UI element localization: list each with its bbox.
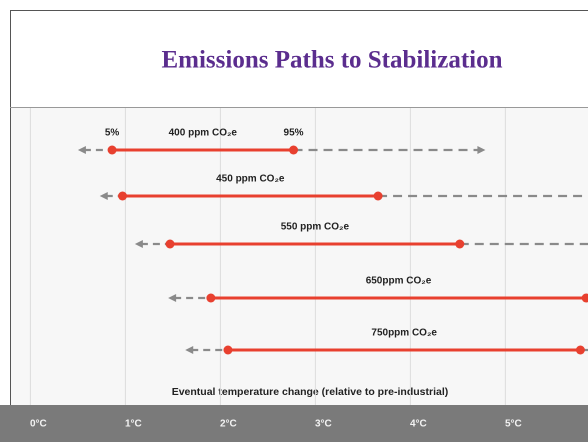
high-dot bbox=[581, 293, 588, 303]
arrow-left bbox=[77, 146, 86, 154]
axis-bar bbox=[0, 405, 588, 442]
x-tick-label: 4°C bbox=[410, 419, 427, 430]
x-tick-label: 1°C bbox=[125, 419, 142, 430]
range-label: 750ppm CO₂e bbox=[371, 328, 437, 339]
x-tick-label: 2°C bbox=[220, 419, 237, 430]
high-dot bbox=[373, 191, 383, 201]
low-dot bbox=[223, 345, 233, 355]
low-dot bbox=[107, 145, 117, 155]
plot-area bbox=[10, 107, 588, 405]
chart-title: Emissions Paths to Stabilization bbox=[161, 47, 502, 74]
range-label: 400 ppm CO₂e bbox=[169, 128, 238, 139]
low-dot bbox=[118, 191, 128, 201]
arrow-left bbox=[134, 240, 143, 248]
x-axis-label: Eventual temperature change (relative to… bbox=[172, 386, 449, 398]
arrow-left bbox=[185, 346, 194, 354]
high-dot bbox=[455, 239, 465, 249]
x-tick-label: 0°C bbox=[30, 419, 47, 430]
arrow-left bbox=[168, 294, 177, 302]
low-dot bbox=[206, 293, 216, 303]
range-label: 550 ppm CO₂e bbox=[281, 222, 350, 233]
high-dot bbox=[289, 145, 299, 155]
range-label: 650ppm CO₂e bbox=[366, 276, 432, 287]
low-dot bbox=[165, 239, 175, 249]
range-label: 450 ppm CO₂e bbox=[216, 174, 285, 185]
high-dot bbox=[575, 345, 585, 355]
arrow-left bbox=[99, 192, 108, 200]
header bbox=[10, 10, 588, 107]
x-tick-label: 3°C bbox=[315, 419, 332, 430]
low-percent: 5% bbox=[105, 128, 120, 139]
arrow-right bbox=[477, 146, 486, 154]
high-percent: 95% bbox=[284, 128, 304, 139]
x-tick-label: 5°C bbox=[505, 419, 522, 430]
